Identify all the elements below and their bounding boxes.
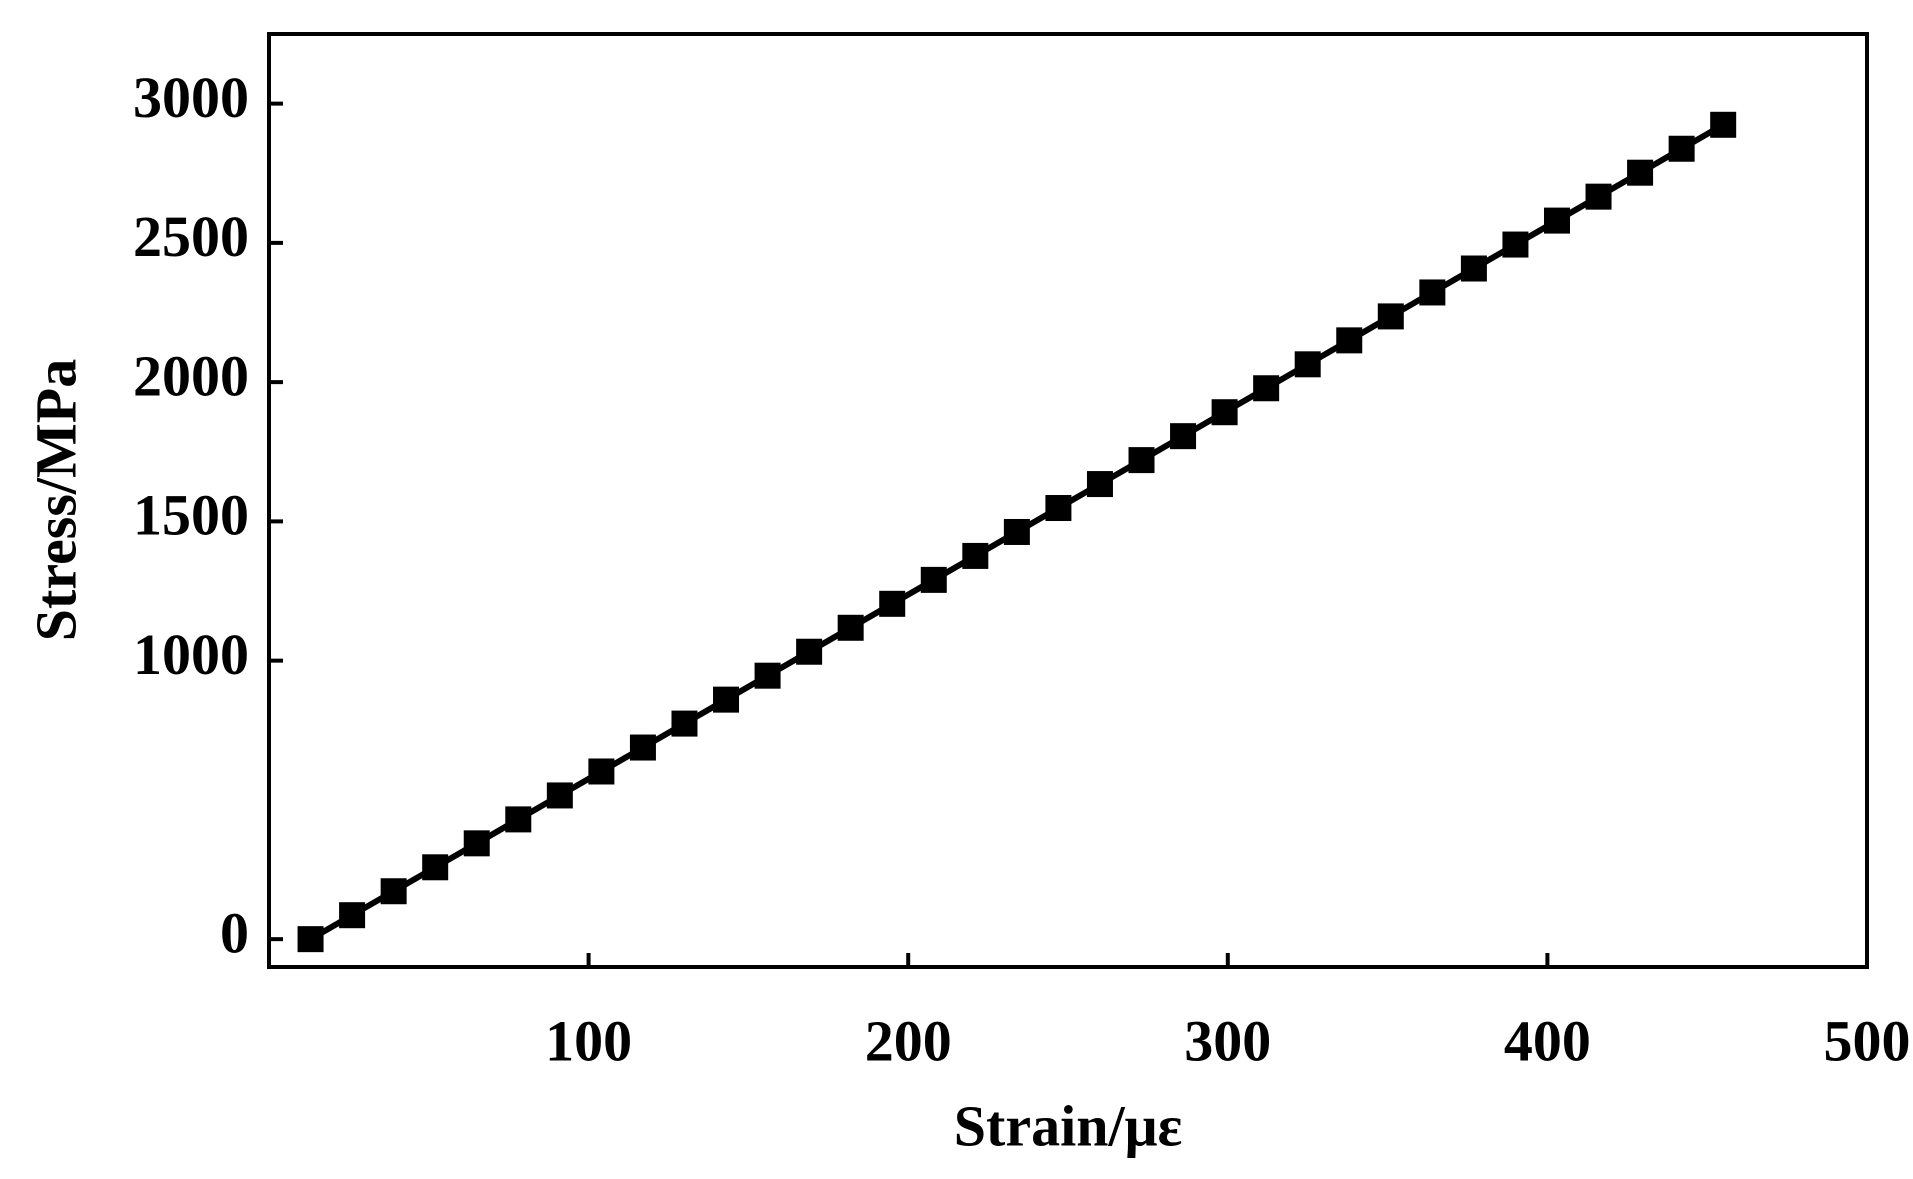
marker	[1253, 375, 1280, 402]
y-axis-label: Stress/MPa	[23, 359, 88, 641]
marker	[546, 782, 573, 809]
marker	[1710, 111, 1737, 138]
y-tick-label: 1500	[133, 483, 249, 548]
marker	[713, 686, 740, 713]
marker	[1627, 159, 1654, 186]
x-tick-label: 300	[1184, 1008, 1271, 1073]
marker	[1377, 303, 1404, 330]
marker	[1294, 351, 1321, 378]
x-tick-label: 200	[865, 1008, 952, 1073]
marker	[1170, 423, 1197, 450]
marker	[297, 926, 324, 953]
marker	[1336, 327, 1363, 354]
marker	[380, 878, 407, 905]
marker	[671, 710, 698, 737]
marker	[339, 902, 366, 929]
y-tick-label: 2000	[133, 343, 249, 408]
marker	[1128, 447, 1155, 474]
marker	[1003, 518, 1030, 545]
x-axis-label: Strain/με	[954, 1093, 1182, 1158]
y-tick-label: 0	[220, 900, 249, 965]
marker	[1419, 279, 1446, 306]
marker	[920, 566, 947, 593]
x-tick-label: 100	[545, 1008, 632, 1073]
marker	[1086, 471, 1113, 498]
marker	[837, 614, 864, 641]
marker	[962, 542, 989, 569]
marker	[1502, 231, 1529, 258]
marker	[1211, 399, 1238, 426]
marker	[796, 638, 823, 665]
marker	[1045, 495, 1072, 522]
marker	[588, 758, 615, 785]
marker	[1585, 183, 1612, 210]
x-tick-label: 500	[1824, 1008, 1911, 1073]
y-tick-label: 3000	[133, 65, 249, 130]
marker	[629, 734, 656, 761]
marker	[879, 590, 906, 617]
plot-frame	[267, 32, 1869, 969]
marker	[1543, 207, 1570, 234]
y-tick-label: 2500	[133, 204, 249, 269]
marker	[1668, 135, 1695, 162]
marker	[754, 662, 781, 689]
marker	[505, 806, 532, 833]
x-tick-label: 400	[1504, 1008, 1591, 1073]
marker	[422, 854, 449, 881]
marker	[463, 830, 490, 857]
y-tick-label: 1000	[133, 622, 249, 687]
marker	[1460, 255, 1487, 282]
